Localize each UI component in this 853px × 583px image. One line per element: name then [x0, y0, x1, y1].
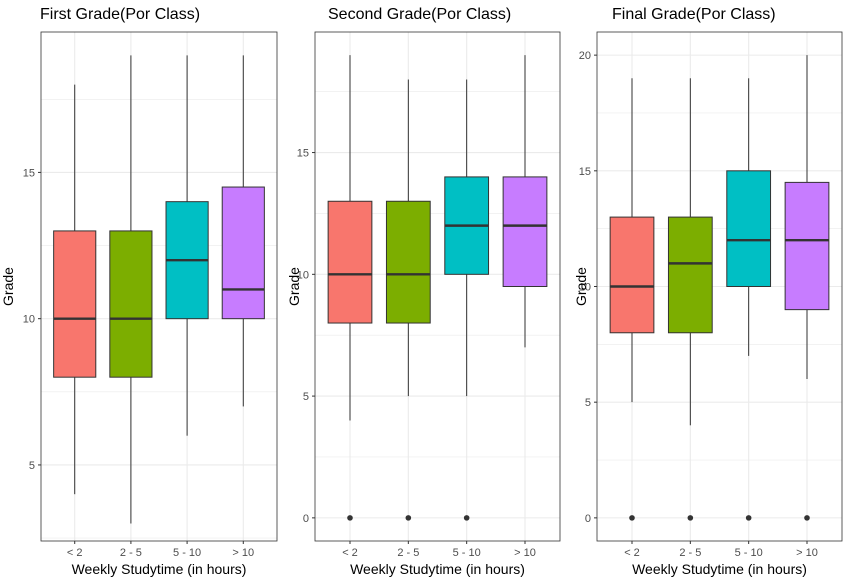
box-2-5 [385, 79, 431, 521]
x-tick-label: 5 - 10 [173, 547, 201, 559]
x-tick-label: 2 - 5 [679, 547, 701, 559]
x-axis-label: Weekly Studytime (in hours) [632, 561, 807, 577]
box-2 [609, 78, 655, 521]
x-tick-label: 2 - 5 [397, 547, 419, 559]
box-5-10 [726, 78, 772, 521]
box-iqr [327, 200, 373, 324]
y-tick-label: 5 [303, 391, 309, 403]
x-tick-label: > 10 [514, 547, 536, 559]
x-tick-label: < 2 [624, 547, 640, 559]
box-5-10 [444, 79, 490, 521]
y-tick-label: 5 [29, 460, 35, 472]
y-tick-label: 10 [23, 314, 35, 326]
box-iqr [502, 176, 548, 287]
y-axis-label: Grade [286, 267, 302, 306]
y-tick-label: 15 [23, 167, 35, 179]
box-iqr [385, 200, 431, 324]
x-tick-label: < 2 [342, 547, 358, 559]
outlier-point [629, 515, 635, 521]
y-tick-label: 10 [297, 269, 309, 281]
outlier-point [687, 515, 694, 521]
outlier-point [347, 515, 353, 521]
outlier-point [405, 515, 412, 521]
y-tick-label: 0 [303, 513, 309, 525]
x-axis-label: Weekly Studytime (in hours) [72, 561, 247, 577]
x-tick-label: 5 - 10 [453, 547, 481, 559]
panel-1: First Grade(Por Class) 5 10 15 < 2 2 - 5 5 - 1… [0, 6, 278, 577]
x-tick-label: 2 - 5 [120, 547, 142, 559]
panel-border [40, 31, 278, 542]
y-axis-label: Grade [0, 267, 16, 306]
outlier-point [804, 515, 810, 521]
outlier-point [745, 515, 752, 521]
box-10 [502, 55, 548, 348]
x-tick-label: < 2 [67, 547, 83, 559]
chart-title: Second Grade(Por Class) [328, 6, 511, 23]
y-tick-label: 15 [579, 166, 591, 178]
x-tick-label: 5 - 10 [735, 547, 763, 559]
box-iqr [726, 170, 772, 287]
x-tick-label: > 10 [796, 547, 818, 559]
y-tick-label: 20 [579, 50, 591, 62]
y-tick-label: 0 [585, 513, 591, 525]
box-iqr [109, 230, 153, 378]
box-2-5 [109, 55, 153, 524]
box-2 [327, 55, 373, 521]
box-10 [221, 55, 265, 407]
y-tick-label: 15 [297, 148, 309, 160]
box-iqr [667, 216, 713, 334]
box-iqr [784, 181, 830, 311]
panel-2: Second Grade(Por Class) 0 5 10 15 < 2 2 - 5 5 -… [286, 6, 561, 577]
panel-3: Final Grade(Por Class) 0 5 10 15 20 < 2 2 - 5 5 … [573, 6, 843, 577]
chart-title: Final Grade(Por Class) [612, 6, 776, 23]
y-axis-label: Grade [573, 267, 589, 306]
box-10 [784, 55, 830, 521]
y-tick-label: 10 [579, 282, 591, 294]
box-2 [53, 84, 97, 495]
box-2-5 [667, 78, 713, 521]
box-iqr [221, 186, 265, 320]
x-axis-label: Weekly Studytime (in hours) [350, 561, 525, 577]
y-tick-label: 5 [585, 397, 591, 409]
x-tick-label: > 10 [232, 547, 254, 559]
chart-title: First Grade(Por Class) [40, 6, 200, 23]
box-iqr [53, 230, 97, 378]
panel-border [596, 31, 843, 542]
box-5-10 [165, 55, 209, 436]
box-iqr [609, 216, 655, 334]
panel-border [314, 31, 561, 542]
outlier-point [463, 515, 470, 521]
